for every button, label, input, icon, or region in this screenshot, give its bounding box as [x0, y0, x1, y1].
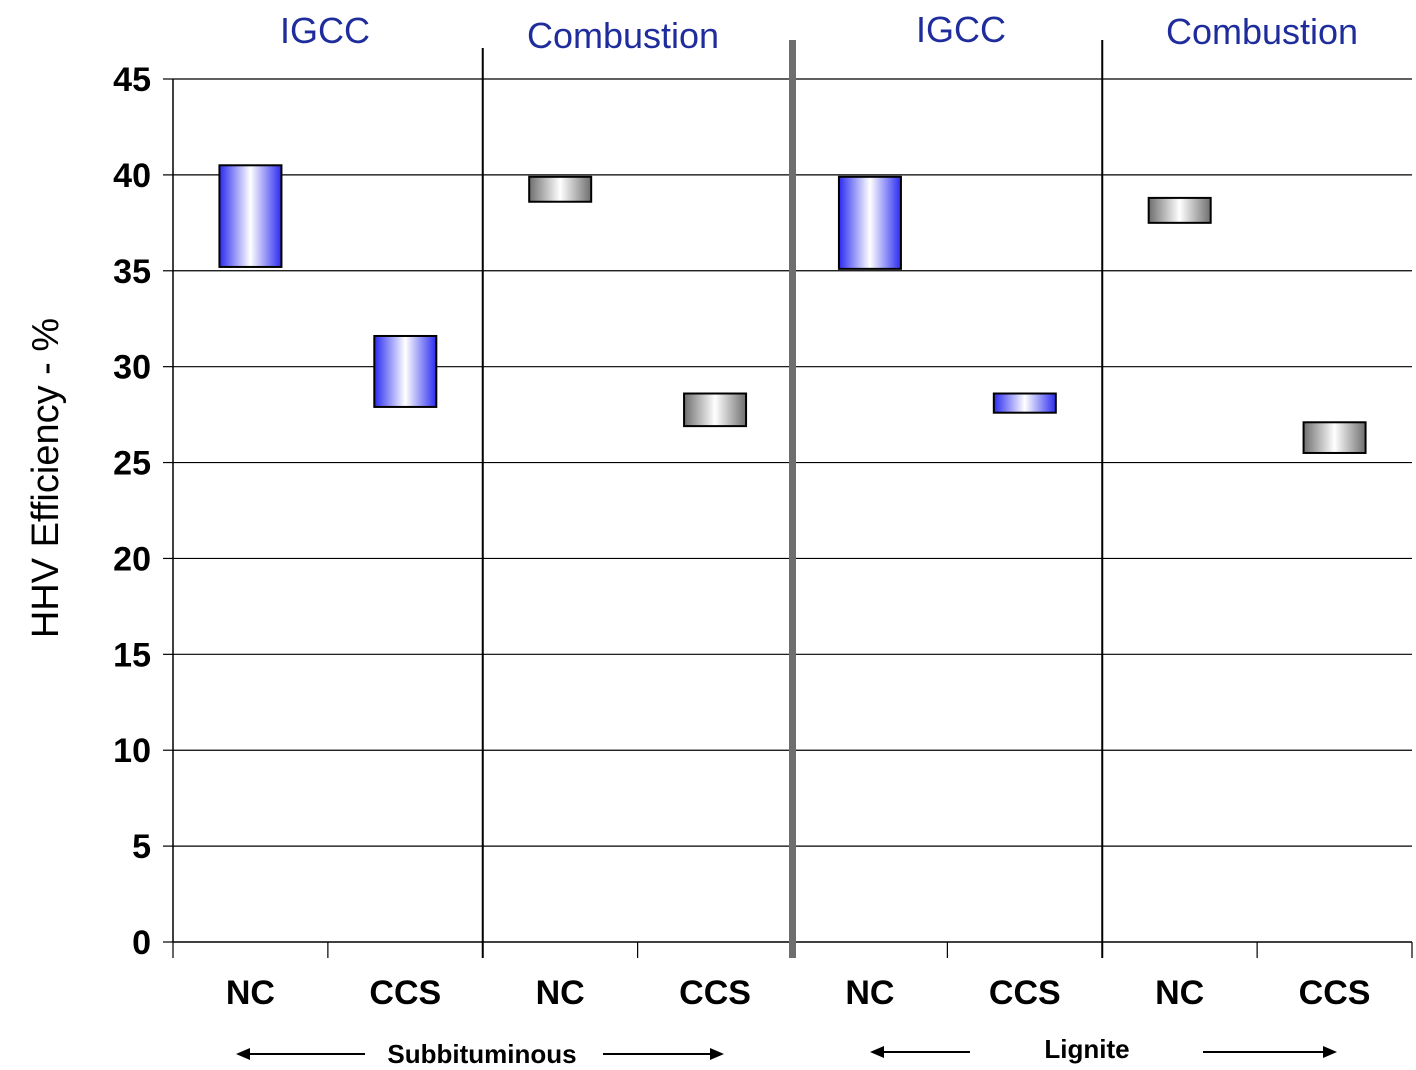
y-tick-label: 35 — [113, 253, 151, 291]
range-bar-combustion — [1302, 421, 1367, 454]
y-tick-label: 20 — [113, 540, 151, 578]
technology-label: Combustion — [527, 15, 719, 56]
range-bar-igcc — [218, 164, 283, 268]
lignite-arrow-right-head — [1323, 1046, 1337, 1058]
x-tick-label: NC — [845, 974, 894, 1012]
y-tick-label: 45 — [113, 61, 151, 99]
y-tick-label: 30 — [113, 349, 151, 387]
technology-label: IGCC — [280, 10, 370, 51]
subbituminous-arrow-left-head — [236, 1048, 250, 1060]
chart-labels: 0 5 10 15 20 25 30 35 40 45 NC CCS NC CCS NC CCS NC CCS IG… — [25, 9, 1370, 1069]
x-tick-label: NC — [226, 974, 275, 1012]
technology-label: Combustion — [1166, 11, 1358, 52]
technology-label: IGCC — [916, 9, 1006, 50]
coal-label-lignite: Lignite — [1044, 1034, 1129, 1064]
y-axis-title: HHV Efficiency - % — [25, 318, 67, 638]
x-tick-label: CCS — [369, 974, 441, 1012]
x-tick-label: NC — [536, 974, 585, 1012]
x-tick-label: CCS — [1299, 974, 1371, 1012]
range-bar-igcc — [837, 175, 902, 270]
x-tick-label: NC — [1155, 974, 1204, 1012]
range-bar-combustion — [1147, 196, 1212, 224]
y-tick-label: 10 — [113, 732, 151, 770]
y-tick-label: 15 — [113, 636, 151, 674]
y-tick-label: 5 — [132, 828, 151, 866]
axes — [163, 40, 1413, 1060]
x-tick-label: CCS — [989, 974, 1061, 1012]
y-tick-label: 25 — [113, 445, 151, 483]
range-bar-igcc — [992, 392, 1057, 414]
x-tick-label: CCS — [679, 974, 751, 1012]
y-tick-label: 40 — [113, 157, 151, 195]
range-bar-combustion — [528, 175, 593, 203]
coal-label-subbituminous: Subbituminous — [387, 1039, 576, 1069]
range-bar-combustion — [683, 392, 748, 428]
subbituminous-arrow-right-head — [710, 1048, 724, 1060]
y-tick-label: 0 — [132, 924, 151, 962]
range-bar-igcc — [373, 334, 438, 408]
range-bars — [218, 164, 1367, 454]
lignite-arrow-left-head — [870, 1046, 884, 1058]
